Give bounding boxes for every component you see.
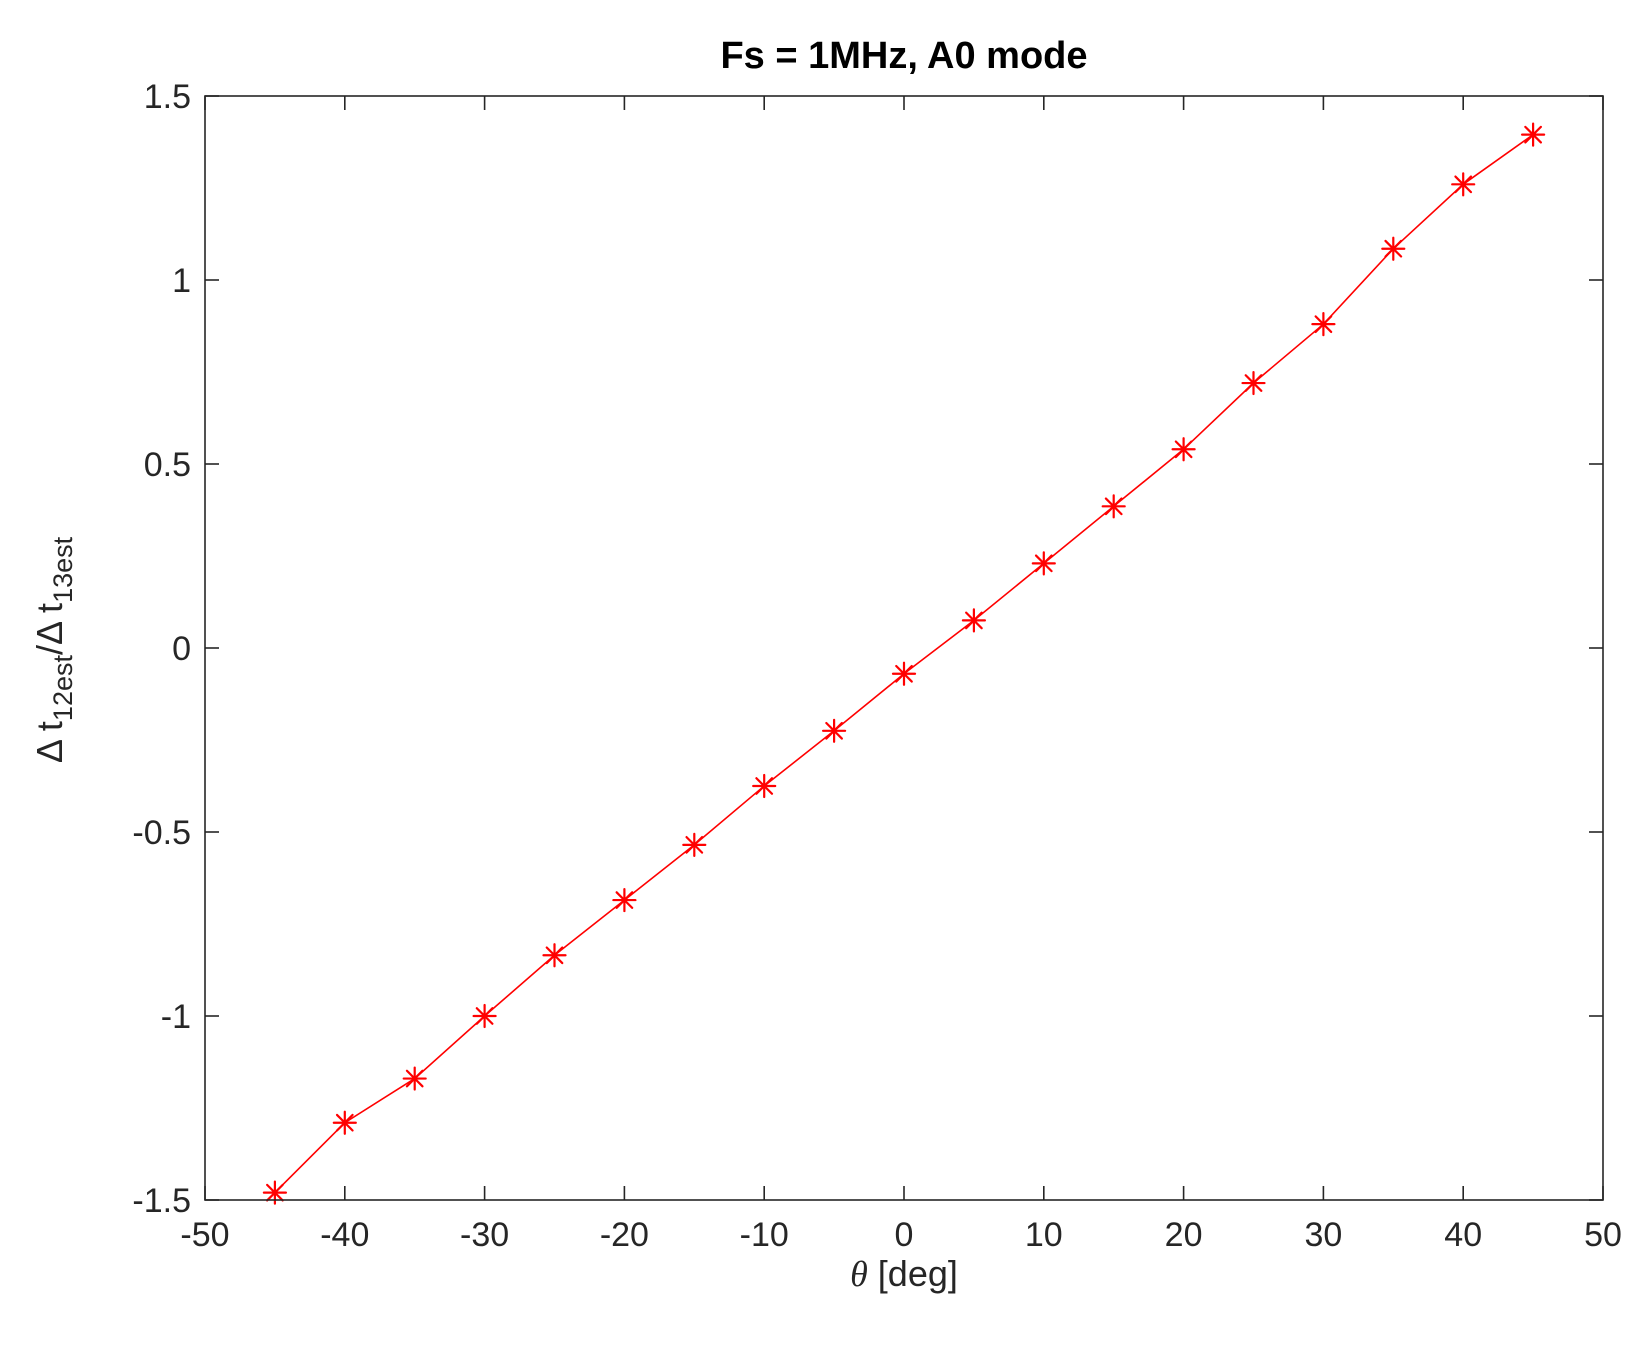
data-point [1101,494,1126,519]
y-tick-label: 1 [172,262,191,300]
data-point [891,661,917,686]
x-tick-label: -40 [320,1216,369,1254]
data-point [542,943,567,968]
x-tick-label: 40 [1444,1216,1482,1254]
data-point [1241,370,1266,396]
x-tick-label: 10 [1025,1216,1063,1254]
y-tick-label: -0.5 [132,814,191,852]
y-label-sub-1: 12est [48,655,78,722]
chart-title: Fs = 1MHz, A0 mode [720,35,1087,77]
x-tick-label: -10 [740,1216,789,1254]
data-point [332,1110,357,1135]
x-axis-symbol: θ [850,1254,868,1294]
x-tick-labels: -50 -40 -30 -20 -10 0 10 20 30 40 50 [180,1216,1621,1254]
axes-box [204,95,1604,1201]
x-tick-label: -30 [460,1216,509,1254]
x-axis-label: θ [deg] [850,1253,958,1294]
x-tick-label: 20 [1165,1216,1203,1254]
data-point [821,718,847,743]
data-point [752,773,777,799]
data-point [472,1003,497,1029]
plot-area [205,96,1603,1200]
y-tick-label: -1.5 [132,1182,191,1220]
data-point [402,1066,427,1091]
x-tick-label: 30 [1304,1216,1342,1254]
x-axis-text: [deg] [868,1253,958,1294]
x-tick-label: -20 [600,1216,649,1254]
data-point [1031,551,1056,576]
y-tick-label: 0.5 [144,446,191,484]
data-point [1311,312,1336,337]
x-tick-label: 0 [895,1216,914,1254]
data-point [1451,172,1476,197]
y-tick-label: 1.5 [144,78,191,116]
data-point [1171,437,1196,462]
y-tick-label: 0 [172,630,191,668]
y-label-slash: / [29,645,70,655]
x-tick-label: -50 [180,1216,229,1254]
y-tick-labels: -1.5 -1 -0.5 0 0.5 1 1.5 [132,78,191,1220]
y-axis-label: Δ t12est/Δ t13est [29,536,78,763]
data-point [961,608,987,633]
y-label-sub-2: 13est [48,536,78,603]
data-point [1520,122,1546,147]
data-point [1381,236,1406,261]
y-tick-label: -1 [161,998,191,1036]
y-label-delta-2: Δ t [29,603,70,645]
y-label-delta-1: Δ t [29,721,70,763]
data-point [682,832,707,857]
x-tick-label: 50 [1584,1216,1622,1254]
data-point [612,887,637,913]
